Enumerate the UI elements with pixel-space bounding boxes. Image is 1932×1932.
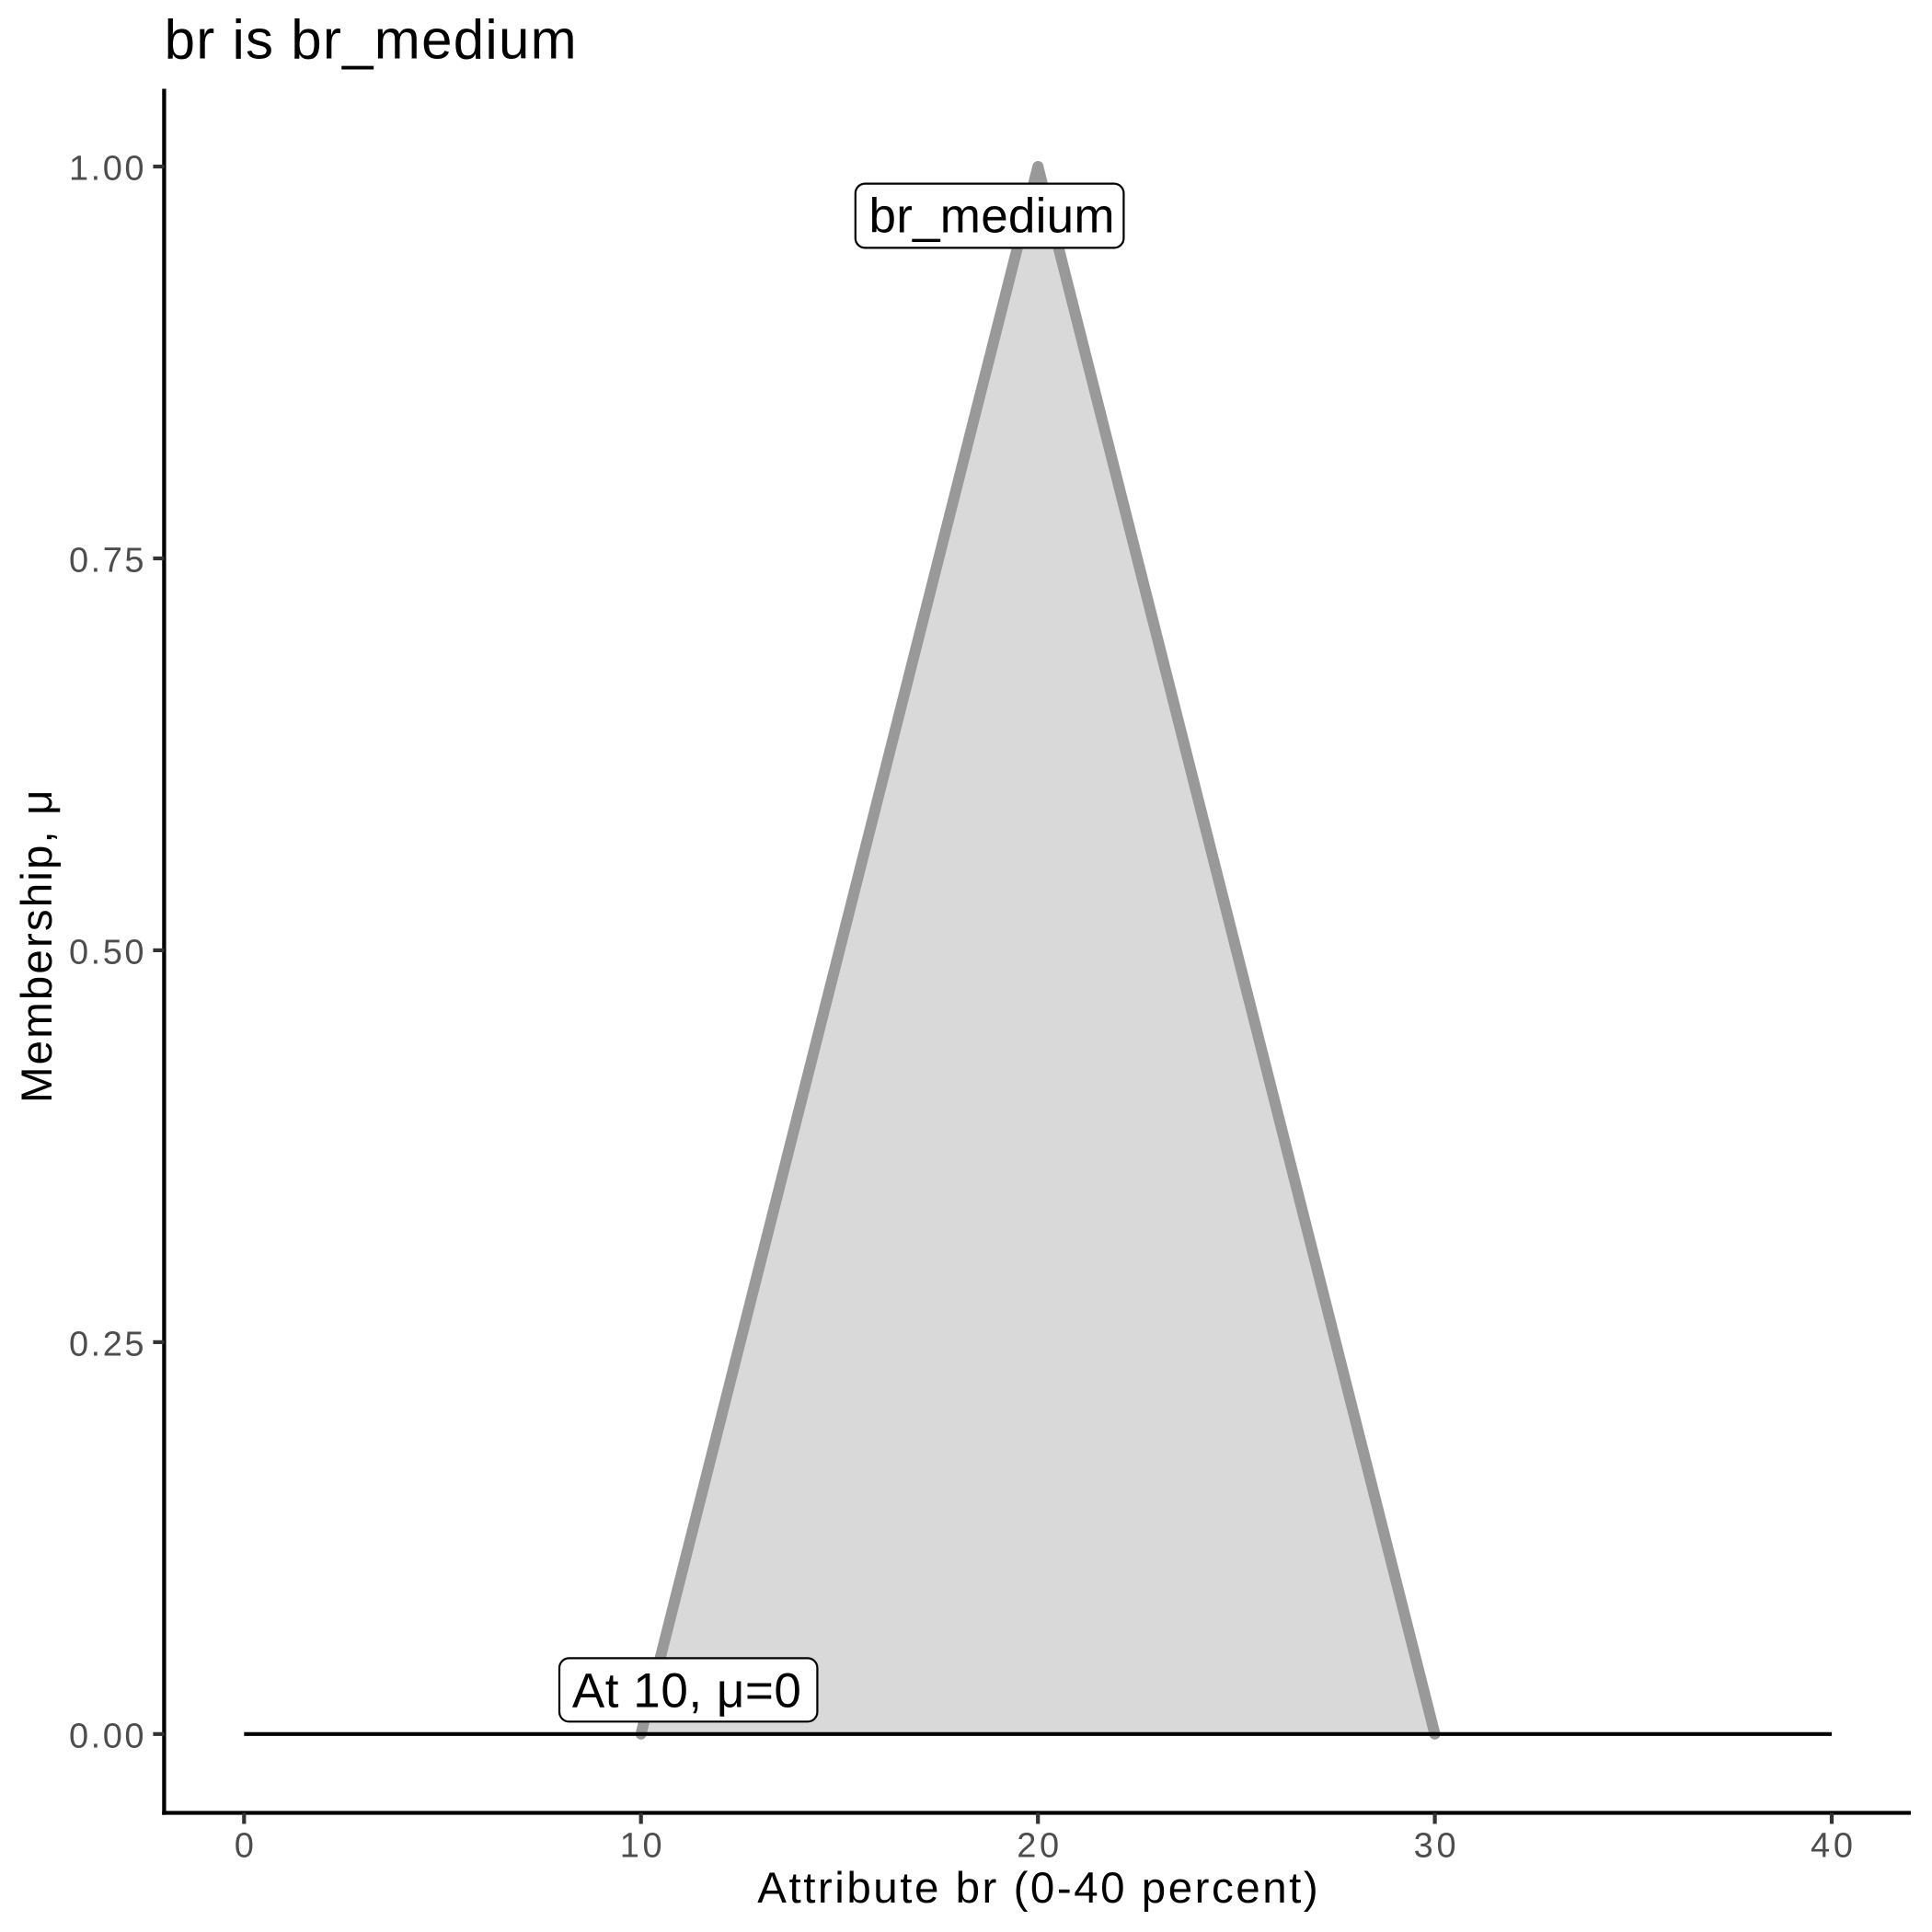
svg-text:0.75: 0.75 — [69, 542, 144, 581]
svg-text:Attribute br (0-40 percent): Attribute br (0-40 percent) — [757, 1864, 1317, 1913]
svg-text:0.50: 0.50 — [69, 934, 144, 972]
svg-text:1.00: 1.00 — [69, 150, 144, 189]
svg-text:At 10, μ=0: At 10, μ=0 — [572, 1664, 801, 1719]
svg-text:br_medium: br_medium — [869, 190, 1115, 244]
svg-text:0.00: 0.00 — [69, 1717, 144, 1755]
svg-text:0: 0 — [235, 1826, 254, 1865]
svg-text:0.25: 0.25 — [69, 1325, 144, 1363]
svg-text:br is br_medium: br is br_medium — [165, 9, 577, 71]
svg-text:Membership, μ: Membership, μ — [13, 790, 62, 1104]
